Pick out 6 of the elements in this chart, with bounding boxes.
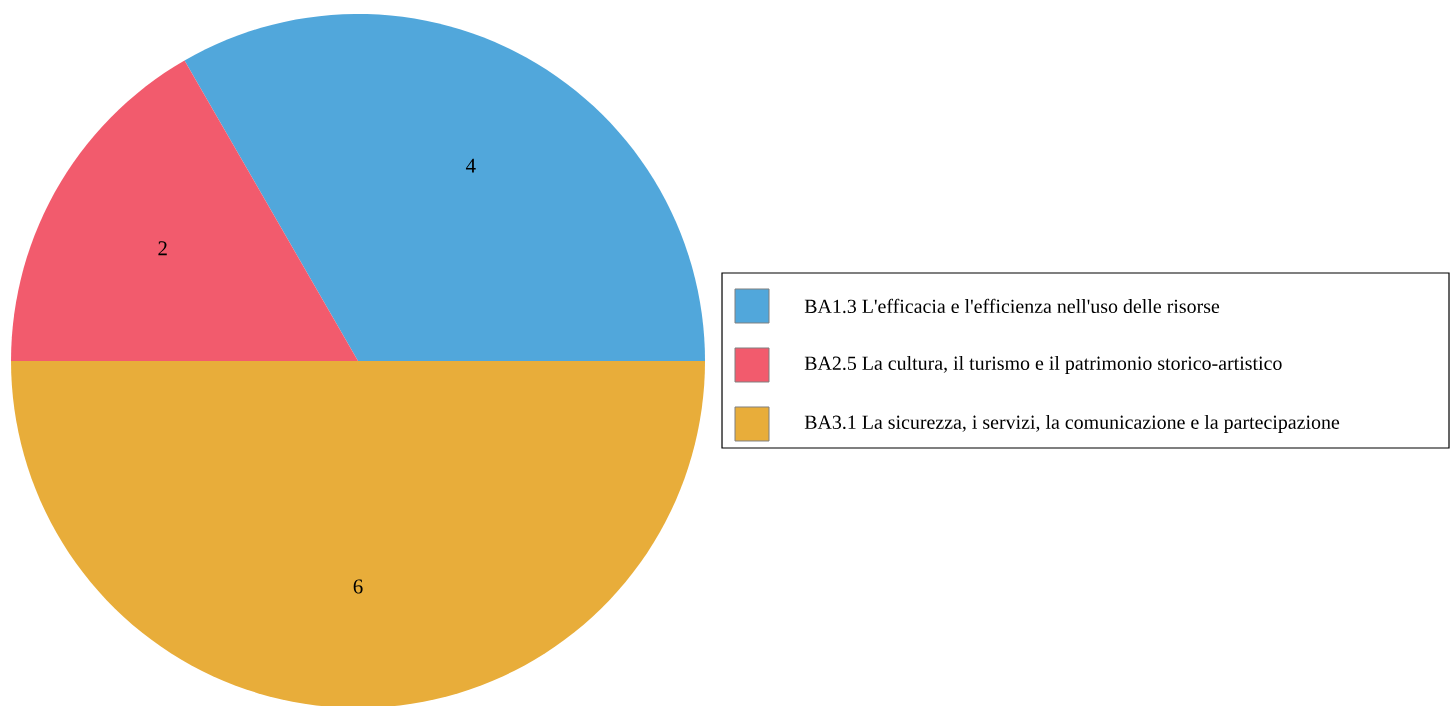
data-label: 4 (465, 158, 476, 173)
legend-label: BA2.5 La cultura, il turismo e il patrimonio storico-artistico (804, 355, 1282, 375)
legend-label: BA1.3 L'efficacia e l'efficienza nell'uso delle risorse (804, 298, 1220, 314)
data-label: 6 (353, 579, 363, 594)
legend-label: BA3.1 La sicurezza, i servizi, la comunicazione e la partecipazione (804, 414, 1340, 434)
data-label: 2 (158, 241, 167, 256)
